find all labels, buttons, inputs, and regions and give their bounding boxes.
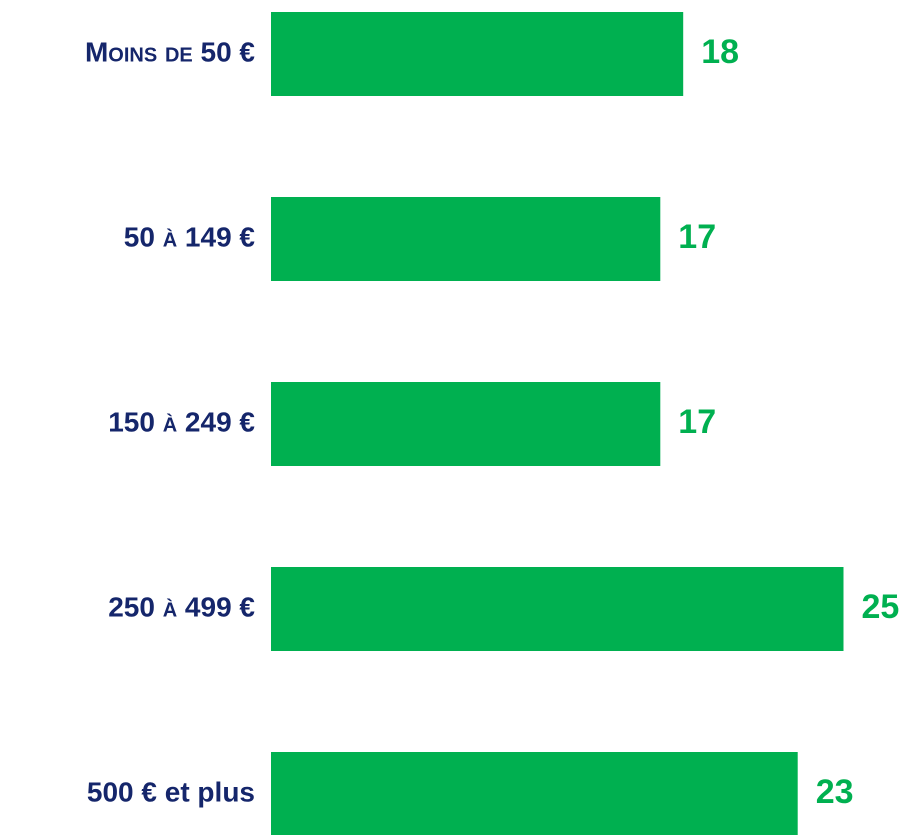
category-label: 150 à 249 € [108,406,255,437]
value-label: 17 [678,218,716,256]
value-label: 17 [678,403,716,441]
value-label: 18 [701,33,739,71]
bar [271,197,661,281]
category-label: 500 € et plus [87,776,255,807]
bar [271,12,684,96]
value-label: 23 [816,773,854,811]
bar [271,382,661,466]
category-label: Moins de 50 € [85,36,255,67]
category-label: 50 à 149 € [124,221,256,252]
category-label: 250 à 499 € [108,591,255,622]
bar [271,567,844,651]
value-label: 25 [862,588,900,626]
bar [271,752,798,835]
